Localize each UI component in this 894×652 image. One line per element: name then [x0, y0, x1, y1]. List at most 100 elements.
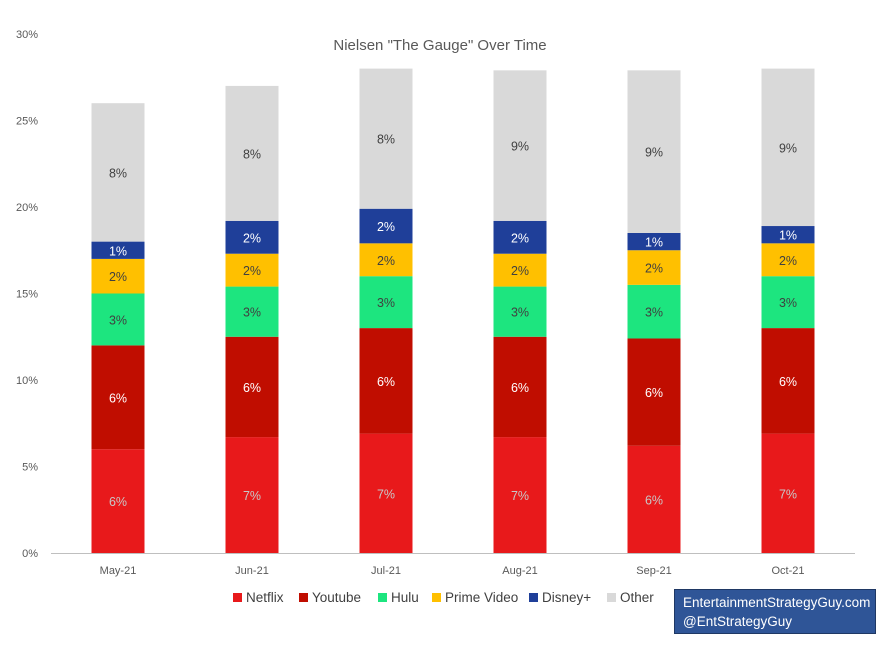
- bar-segment: [359, 68, 413, 209]
- data-label: 3%: [779, 296, 797, 310]
- bar-stack: 7% 6% 3% 2% 2% 8%: [359, 68, 413, 553]
- bar-segment: [225, 253, 279, 287]
- data-label: 7%: [243, 489, 261, 503]
- bar-segment: [359, 208, 413, 244]
- data-label: 6%: [645, 386, 663, 400]
- bar-segment: [627, 284, 681, 339]
- data-label: 9%: [645, 146, 663, 160]
- data-label: 6%: [511, 381, 529, 395]
- bar-segment: [493, 70, 547, 221]
- data-label: 3%: [109, 313, 127, 327]
- bar-segment: [225, 220, 279, 254]
- legend-label: Prime Video: [445, 590, 518, 605]
- bar-segment: [493, 336, 547, 438]
- data-label: 6%: [109, 495, 127, 509]
- data-label: 2%: [511, 264, 529, 278]
- x-tick-label: Oct-21: [771, 565, 804, 577]
- legend-label: Netflix: [246, 590, 284, 605]
- bar-segment: [91, 258, 145, 294]
- x-tick-label: Sep-21: [636, 565, 671, 577]
- data-label: 6%: [645, 493, 663, 507]
- bar-segment: [761, 433, 815, 553]
- bar-segment: [91, 241, 145, 259]
- y-tick-label: 30%: [16, 29, 38, 41]
- legend: Netflix Youtube Hulu Prime Video Disney+ Othe…: [233, 590, 654, 605]
- y-tick-label: 25%: [16, 116, 38, 128]
- bar-segment: [761, 276, 815, 329]
- x-tick-label: May-21: [100, 565, 137, 577]
- legend-item: Other: [607, 590, 654, 605]
- bar-stack: 7% 6% 3% 2% 1% 9%: [761, 68, 815, 553]
- bar-segment: [627, 250, 681, 285]
- data-label: 2%: [377, 220, 395, 234]
- data-label: 2%: [243, 231, 261, 245]
- bar-segment: [493, 253, 547, 287]
- data-label: 2%: [377, 254, 395, 268]
- bar-segment: [627, 232, 681, 251]
- data-label: 3%: [645, 306, 663, 320]
- data-label: 2%: [645, 262, 663, 276]
- data-label: 8%: [243, 147, 261, 161]
- y-tick-label: 15%: [16, 289, 38, 301]
- data-label: 3%: [511, 306, 529, 320]
- legend-item: Netflix: [233, 590, 284, 605]
- bar-segment: [91, 293, 145, 346]
- bar-segment: [225, 336, 279, 438]
- x-tick-label: Aug-21: [502, 565, 537, 577]
- bar-segment: [761, 243, 815, 277]
- data-label: 2%: [109, 270, 127, 284]
- bar-segment: [761, 226, 815, 244]
- data-label: 6%: [109, 391, 127, 405]
- bar-segment: [493, 220, 547, 254]
- bar-stack: 7% 6% 3% 2% 2% 8%: [225, 85, 279, 553]
- data-label: 1%: [109, 244, 127, 258]
- bar-segment: [359, 276, 413, 329]
- data-label: 7%: [779, 487, 797, 501]
- data-label: 9%: [511, 140, 529, 154]
- data-label: 8%: [377, 133, 395, 147]
- y-tick-label: 0%: [22, 548, 38, 560]
- legend-item: Prime Video: [432, 590, 518, 605]
- data-label: 2%: [779, 254, 797, 268]
- bar-segment: [91, 345, 145, 450]
- data-label: 7%: [511, 489, 529, 503]
- bar-segment: [359, 433, 413, 553]
- bar-stack: 7% 6% 3% 2% 2% 9%: [493, 70, 547, 553]
- chart-title: Nielsen "The Gauge" Over Time: [333, 37, 546, 54]
- bar-segment: [627, 445, 681, 553]
- data-label: 2%: [511, 231, 529, 245]
- bar-segment: [91, 449, 145, 553]
- legend-swatch: [233, 593, 242, 602]
- legend-label: Youtube: [312, 590, 361, 605]
- data-label: 3%: [243, 306, 261, 320]
- bar-segment: [225, 85, 279, 221]
- data-label: 2%: [243, 264, 261, 278]
- legend-item: Hulu: [378, 590, 419, 605]
- bar-segment: [493, 286, 547, 337]
- legend-item: Disney+: [529, 590, 591, 605]
- legend-swatch: [378, 593, 387, 602]
- legend-item: Youtube: [299, 590, 361, 605]
- x-axis: May-21 Jun-21 Jul-21 Aug-21 Sep-21 Oct-21: [51, 553, 855, 577]
- bar-segment: [359, 243, 413, 277]
- bar-segment: [627, 338, 681, 446]
- data-label: 9%: [779, 141, 797, 155]
- bar-segment: [627, 70, 681, 233]
- data-label: 8%: [109, 166, 127, 180]
- data-label: 1%: [779, 229, 797, 243]
- data-label: 6%: [243, 381, 261, 395]
- legend-swatch: [529, 593, 538, 602]
- x-tick-label: Jul-21: [371, 565, 401, 577]
- legend-label: Other: [620, 590, 654, 605]
- legend-swatch: [432, 593, 441, 602]
- bars: 6% 6% 3% 2% 1% 8% 7% 6% 3% 2% 2% 8% 7% 6% 3% 2% 2% 8% 7% 6%…: [91, 68, 815, 553]
- data-label: 1%: [645, 236, 663, 250]
- bar-stack: 6% 6% 3% 2% 1% 9%: [627, 70, 681, 553]
- data-label: 7%: [377, 487, 395, 501]
- y-axis: 0% 5% 10% 15% 20% 25% 30%: [16, 29, 38, 560]
- bar-segment: [761, 328, 815, 434]
- credit-website: EntertainmentStrategyGuy.com: [683, 595, 871, 610]
- bar-stack: 6% 6% 3% 2% 1% 8%: [91, 103, 145, 553]
- data-label: 3%: [377, 296, 395, 310]
- x-tick-label: Jun-21: [235, 565, 269, 577]
